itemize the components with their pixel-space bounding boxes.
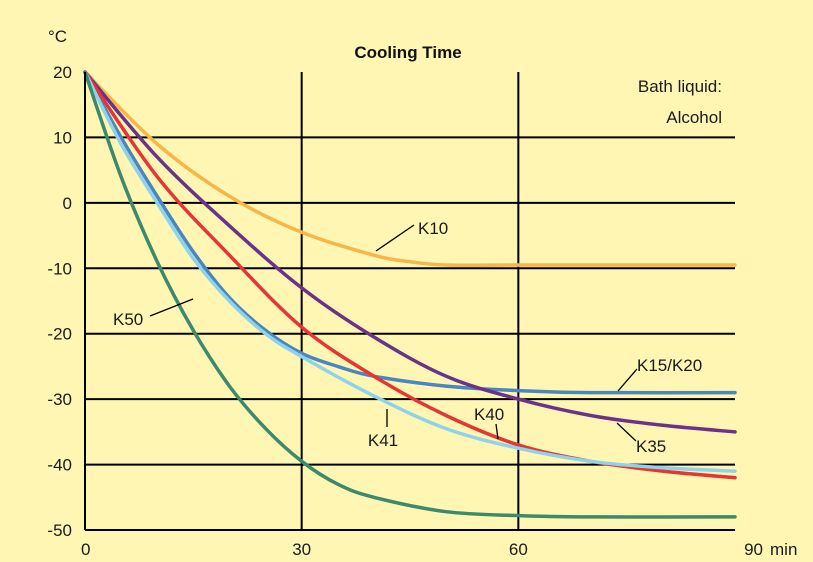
x-tick-label-60: 60 bbox=[509, 540, 528, 559]
series-line-k35 bbox=[83, 70, 737, 434]
y-tick-label-20: 20 bbox=[53, 63, 72, 82]
series-line-k50 bbox=[83, 70, 737, 519]
y-tick-label-20: -20 bbox=[47, 325, 72, 344]
y-tick-label-10: -10 bbox=[47, 259, 72, 278]
y-tick-label-50: -50 bbox=[47, 521, 72, 540]
y-tick-label-40: -40 bbox=[47, 456, 72, 475]
series-label-k40: K40 bbox=[474, 405, 504, 424]
series-line-k10 bbox=[83, 70, 737, 268]
leader-line-k10 bbox=[375, 224, 415, 252]
series-label-k15-k20: K15/K20 bbox=[637, 356, 702, 375]
bath-liquid-note-line2: Alcohol bbox=[666, 108, 722, 127]
x-tick-label-30: 30 bbox=[292, 540, 311, 559]
y-axis-unit-label: °C bbox=[48, 27, 67, 46]
series-lines bbox=[83, 70, 737, 519]
series-label-k50: K50 bbox=[113, 310, 143, 329]
bath-liquid-note-line1: Bath liquid: bbox=[638, 77, 722, 96]
leader-line-k35 bbox=[616, 422, 637, 442]
x-tick-label-0: 0 bbox=[81, 540, 90, 559]
annotations: K10 K15/K20 K35 K40 K41 K50 bbox=[113, 219, 702, 456]
chart-title: Cooling Time bbox=[354, 43, 461, 62]
series-line-k41 bbox=[83, 70, 737, 473]
y-tick-label-10: 10 bbox=[53, 128, 72, 147]
series-line-k15-k20 bbox=[83, 70, 737, 395]
series-label-k35: K35 bbox=[636, 437, 666, 456]
y-tick-label-30: -30 bbox=[47, 390, 72, 409]
series-label-k41: K41 bbox=[368, 431, 398, 450]
leader-line-k40 bbox=[495, 423, 499, 440]
y-tick-label-0: 0 bbox=[63, 194, 72, 213]
x-axis-unit-label: min bbox=[770, 540, 797, 559]
axes: 20 10 0 -10 -20 -30 -40 -50 0 30 60 90 bbox=[47, 63, 763, 559]
leader-line-k50 bbox=[149, 298, 194, 317]
series-label-k10: K10 bbox=[418, 219, 448, 238]
x-tick-label-90: 90 bbox=[744, 540, 763, 559]
leader-line-k15-k20 bbox=[617, 368, 638, 392]
